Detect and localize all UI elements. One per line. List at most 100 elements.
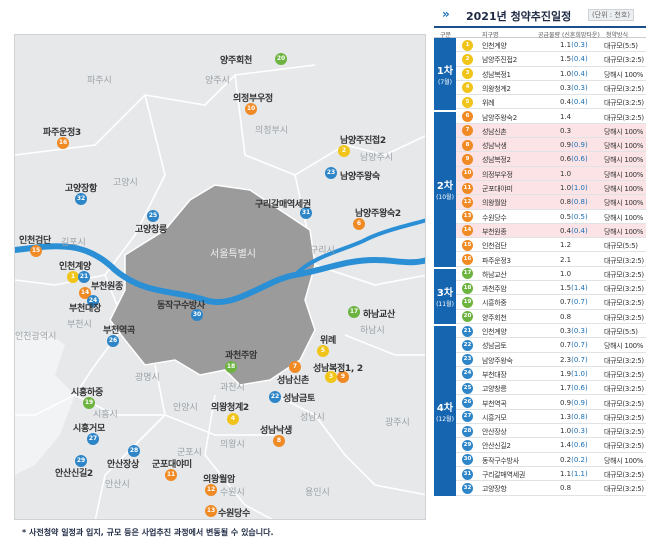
supply-amount: 1.0	[560, 270, 571, 278]
site-pin[interactable]: 11	[165, 469, 177, 481]
table-row[interactable]: 10 의정부우정 1.0 당해시 100%	[456, 166, 646, 181]
table-row[interactable]: 13 수원당수 0.5(0.5) 당해시 100%	[456, 210, 646, 224]
table-row[interactable]: 25 고양창릉 1.7(0.6) 대규모(3:2:5)	[456, 381, 646, 396]
site-pin[interactable]: 32	[75, 193, 87, 205]
site-label: 성남신촌	[277, 376, 309, 386]
table-row[interactable]: 31 구리갈매역세권 1.1(1.1) 대규모(3:2:5)	[456, 467, 646, 482]
site-pin[interactable]: 15	[30, 245, 42, 257]
table-row[interactable]: 23 남양주왕숙 2.3(0.7) 대규모(3:2:5)	[456, 353, 646, 367]
table-row[interactable]: 6 남양주왕숙2 1.4 대규모(3:2:5)	[456, 110, 646, 124]
site-pin[interactable]: 1	[67, 271, 79, 283]
supply-amount: 0.4(0.4)	[560, 98, 588, 106]
site-label: 안산신길2	[55, 469, 93, 479]
site-pin[interactable]: 7	[289, 361, 301, 373]
table-row[interactable]: 8 성남낙생 0.9(0.9) 당해시 100%	[456, 138, 646, 153]
site-pin[interactable]: 31	[300, 207, 312, 219]
site-pin[interactable]: 28	[128, 445, 140, 457]
site-label: 남양주왕숙	[340, 172, 380, 182]
site-pin[interactable]: 24	[87, 295, 99, 307]
city-label: 고양시	[113, 178, 138, 188]
site-pin[interactable]: 26	[107, 335, 119, 347]
table-row[interactable]: 28 안산장상 1.0(0.3) 대규모(3:2:5)	[456, 424, 646, 439]
table-row[interactable]: 24 부천대장 1.9(1.0) 대규모(3:2:5)	[456, 367, 646, 382]
table-row[interactable]: 20 양주회천 0.8 대규모(3:2:5)	[456, 310, 646, 324]
city-label: 안산시	[105, 480, 130, 490]
site-pin[interactable]: 21	[78, 271, 90, 283]
site-pin[interactable]: 12	[205, 484, 217, 496]
site-pin[interactable]: 18	[225, 361, 237, 373]
site-label: 남양주진접2	[340, 136, 386, 146]
site-pin[interactable]: 4	[227, 413, 239, 425]
table-row[interactable]: 29 안산신길2 1.4(0.6) 대규모(3:2:5)	[456, 438, 646, 453]
site-number: 6	[462, 111, 473, 122]
subscription-type: 대규모(5:5)	[604, 42, 638, 50]
newlywed-amount: (0.6)	[571, 441, 588, 450]
table-row[interactable]: 19 시흥하중 0.7(0.7) 대규모(3:2:5)	[456, 295, 646, 310]
site-label: 고양창릉	[135, 225, 167, 235]
panel-header: » 2021년 청약추진일정 (단위 : 천호)	[434, 4, 646, 26]
site-pin[interactable]: 8	[273, 435, 285, 447]
supply-total: 1.1	[560, 470, 572, 478]
site-pin[interactable]: 20	[275, 53, 287, 65]
site-name: 성남신촌	[482, 127, 507, 136]
table-row[interactable]: 22 성남금토 0.7(0.7) 당해시 100%	[456, 338, 646, 353]
subscription-type: 당해시 100%	[604, 127, 644, 136]
supply-total: 0.8	[560, 312, 572, 321]
table-row[interactable]: 30 동작구수방사 0.2(0.2) 당해시 100%	[456, 453, 646, 467]
supply-amount: 0.7(0.7)	[560, 341, 588, 349]
site-pin[interactable]: 22	[269, 391, 281, 403]
table-row[interactable]: 21 인천계양 0.3(0.3) 대규모(5:5)	[456, 324, 646, 339]
site-number: 9	[462, 153, 473, 165]
table-row[interactable]: 17 하남교산 1.0 대규모(3:2:5)	[456, 267, 646, 282]
site-pin[interactable]: 25	[147, 210, 159, 222]
panel-title: 2021년 청약추진일정	[466, 10, 572, 23]
table-row[interactable]: 11 군포대야미 1.0(1.0) 당해시 100%	[456, 181, 646, 196]
subscription-type: 대규모(3:2:5)	[604, 113, 644, 122]
table-row[interactable]: 9 성남복정2 0.6(0.6) 당해시 100%	[456, 152, 646, 167]
table-row[interactable]: 15 인천검단 1.2 대규모(5:5)	[456, 238, 646, 253]
table-row[interactable]: 26 부천역곡 0.9(0.9) 대규모(3:2:5)	[456, 396, 646, 410]
site-number: 5	[462, 96, 473, 108]
site-number: 18	[462, 282, 473, 294]
site-pin[interactable]: 19	[83, 397, 95, 409]
site-pin[interactable]: 23	[325, 167, 337, 179]
site-pin[interactable]: 13	[205, 505, 217, 517]
table-row[interactable]: 18 과천주암 1.5(1.4) 대규모(3:2:5)	[456, 281, 646, 296]
site-pin[interactable]: 29	[75, 455, 87, 467]
supply-total: 0.8	[560, 198, 572, 207]
table-row[interactable]: 27 시흥거모 1.3(0.8) 대규모(3:2:5)	[456, 410, 646, 425]
table-row[interactable]: 12 의왕월암 0.8(0.8) 당해시 100%	[456, 195, 646, 210]
table-row[interactable]: 2 남양주진접2 1.5(0.4) 대규모(3:2:5)	[456, 52, 646, 67]
site-pin[interactable]: 6	[353, 218, 365, 230]
site-name: 성남복정1	[482, 70, 511, 79]
supply-amount: 0.2(0.2)	[560, 456, 588, 464]
table-row[interactable]: 7 성남신촌 0.3 당해시 100%	[456, 123, 646, 139]
supply-amount: 0.7(0.7)	[560, 298, 588, 306]
city-label: 의정부시	[255, 126, 289, 136]
site-pin[interactable]: 9	[337, 371, 349, 383]
site-pin[interactable]: 27	[87, 433, 99, 445]
site-pin[interactable]: 2	[338, 145, 350, 157]
site-label: 성남금토	[283, 394, 315, 404]
table-row[interactable]: 1 인천계양 1.1(0.3) 대규모(5:5)	[456, 38, 646, 53]
table-row[interactable]: 16 파주운정3 2.1 대규모(3:2:5)	[456, 253, 646, 267]
site-name: 의왕청계2	[482, 84, 511, 93]
site-pin[interactable]: 10	[245, 103, 257, 115]
table-row[interactable]: 14 부천원종 0.4(0.4) 당해시 100%	[456, 223, 646, 239]
table-row[interactable]: 3 성남복정1 1.0(0.4) 당해시 100%	[456, 67, 646, 81]
site-number: 14	[462, 225, 473, 237]
newlywed-amount: (0.7)	[571, 341, 588, 350]
site-pin[interactable]: 16	[57, 137, 69, 149]
table-row[interactable]: 32 고양장항 0.8 대규모(3:2:5)	[456, 481, 646, 496]
supply-amount: 1.5(1.4)	[560, 284, 588, 292]
table-row[interactable]: 4 의왕청계2 0.3(0.3) 대규모(3:2:5)	[456, 81, 646, 96]
site-pin[interactable]: 30	[191, 309, 203, 321]
city-label: 수원시	[220, 488, 245, 498]
table-row[interactable]: 5 위례 0.4(0.4) 대규모(3:2:5)	[456, 95, 646, 110]
city-label: 양주시	[205, 76, 230, 86]
site-pin[interactable]: 5	[317, 345, 329, 357]
site-number: 15	[462, 239, 473, 251]
site-pin[interactable]: 17	[348, 306, 360, 318]
site-number: 20	[462, 311, 473, 323]
site-pin[interactable]: 3	[325, 371, 337, 383]
